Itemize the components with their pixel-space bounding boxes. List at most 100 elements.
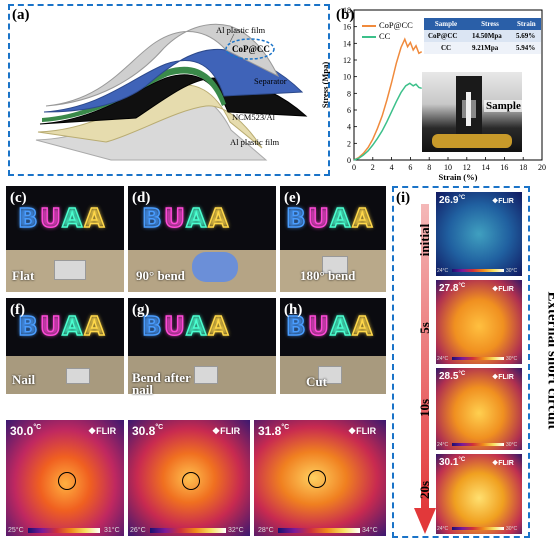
flir-logo: ❖FLIR	[492, 286, 514, 293]
x-axis-label: Strain (%)	[439, 172, 478, 182]
led-letter: B	[17, 311, 40, 343]
mechanical-table: Sample Stress Strain CoP@CC 14.50Mpa 5.6…	[424, 18, 541, 54]
scale-max: 30°C	[506, 442, 518, 448]
scale-max: 34°C	[362, 527, 378, 534]
thermal-temp: 30.1°C	[439, 457, 465, 468]
table-cell: CC	[440, 44, 452, 52]
table-surface	[6, 356, 124, 394]
panel-b-label: (b)	[336, 7, 355, 23]
x-tick-label: 14	[482, 163, 490, 172]
label-90-bend: 90° bend	[136, 268, 185, 283]
led-letter: B	[17, 203, 40, 235]
led-letter: A	[61, 311, 85, 343]
led-sign: BUAA	[141, 311, 231, 343]
photo-flat: BUAA	[6, 186, 124, 292]
battery-pouch	[318, 366, 342, 384]
thermal-image-5s	[436, 280, 522, 364]
led-letter: A	[61, 203, 85, 235]
temp-value: 30.8	[132, 424, 156, 438]
photo-180-bend: BUAA	[280, 186, 386, 292]
flir-logo: ❖FLIR	[348, 426, 377, 436]
thermal-temp: 27.8°C	[439, 283, 465, 294]
led-letter: U	[39, 311, 63, 343]
y-tick-label: 0	[347, 156, 351, 165]
color-scale-bar	[452, 443, 504, 446]
led-letter: A	[208, 311, 231, 343]
layer-label-al-top: Al plastic film	[216, 25, 266, 35]
flir-brand: FLIR	[498, 460, 514, 467]
flir-brand: FLIR	[220, 426, 241, 436]
scale-min: 24°C	[437, 442, 449, 448]
scale-min: 28°C	[258, 527, 274, 534]
table-header-row: Sample Stress Strain	[424, 18, 541, 30]
y-tick-label: 14	[343, 39, 351, 48]
x-tick-label: 2	[371, 163, 375, 172]
tester-base	[432, 134, 512, 148]
thermal-image-nail	[6, 420, 124, 536]
al-film-top	[45, 23, 280, 107]
layer-label-separator: Separator	[254, 76, 287, 86]
led-sign: BUAA	[141, 203, 231, 235]
panel-a-frame	[8, 4, 330, 176]
panel-i-label: (i)	[396, 190, 411, 206]
led-letter: A	[352, 311, 375, 343]
crosshair-icon	[58, 472, 76, 490]
label-180-bend: 180° bend	[300, 268, 356, 283]
led-letter: A	[329, 203, 353, 235]
led-letter: A	[208, 203, 231, 235]
sample-label: Sample	[484, 100, 523, 112]
thermal-temp: 30.8°C	[132, 424, 163, 438]
table-cell: CoP@CC	[428, 32, 458, 40]
led-letter: U	[39, 203, 63, 235]
led-letter: B	[285, 203, 308, 235]
time-label-10s: 10s	[417, 398, 432, 418]
led-letter: U	[307, 203, 331, 235]
table-header: Strain	[517, 20, 536, 28]
scale-max: 30°C	[506, 526, 518, 532]
thermal-temp: 31.8°C	[258, 424, 289, 438]
layer-label-ncm: NCM523/Al	[232, 112, 275, 122]
series-line	[353, 37, 423, 161]
x-tick-label: 10	[444, 163, 452, 172]
scale-min: 25°C	[8, 527, 24, 534]
table-header: Sample	[434, 20, 458, 28]
layer-label-cop-cc: CoP@CC	[232, 44, 270, 54]
table-cell: 5.69%	[516, 32, 536, 40]
color-scale-bar	[28, 528, 100, 533]
time-label-5s: 5s	[417, 322, 432, 334]
led-letter: U	[163, 311, 187, 343]
led-sign: BUAA	[17, 203, 106, 235]
photo-90-bend: BUAA	[128, 186, 276, 292]
temp-unit: °C	[281, 424, 290, 431]
scale-max: 31°C	[104, 527, 120, 534]
temp-unit: °C	[155, 424, 164, 431]
label-flat: Flat	[12, 268, 35, 283]
x-tick-label: 6	[408, 163, 412, 172]
legend-item-cc: CC	[362, 31, 413, 42]
battery-pouch	[66, 368, 90, 384]
crosshair-icon	[308, 470, 326, 488]
temp-value: 28.5	[439, 371, 459, 382]
battery-pouch	[322, 256, 348, 274]
led-letter: A	[185, 203, 209, 235]
temp-value: 31.8	[258, 424, 282, 438]
flir-brand: FLIR	[96, 426, 117, 436]
time-arrow-head	[414, 508, 436, 534]
panel-i-frame	[392, 186, 530, 538]
time-label-initial: initial	[417, 223, 432, 257]
flir-brand: FLIR	[498, 198, 514, 205]
panel-e-label: (e)	[284, 190, 301, 206]
gloved-hand	[192, 252, 238, 282]
leader-line-1	[229, 33, 235, 43]
y-tick-label: 18	[343, 6, 351, 15]
scale-max: 30°C	[506, 268, 518, 274]
photo-nail: BUAA	[6, 298, 124, 394]
led-sign: BUAA	[285, 203, 374, 235]
stress-strain-chart: 0 2 4 6 8 10 12 14 16 18 20 0 2 4 6 8 10 12 14 16 18 Strain (…	[320, 6, 546, 182]
flir-logo: ❖FLIR	[212, 426, 241, 436]
y-tick-label: 12	[343, 56, 351, 65]
x-tick-label: 16	[500, 163, 508, 172]
side-title: External short circuit	[544, 291, 554, 430]
thermal-temp: 30.0°C	[10, 424, 41, 438]
chart-legend: CoP@CC CC	[362, 20, 413, 42]
